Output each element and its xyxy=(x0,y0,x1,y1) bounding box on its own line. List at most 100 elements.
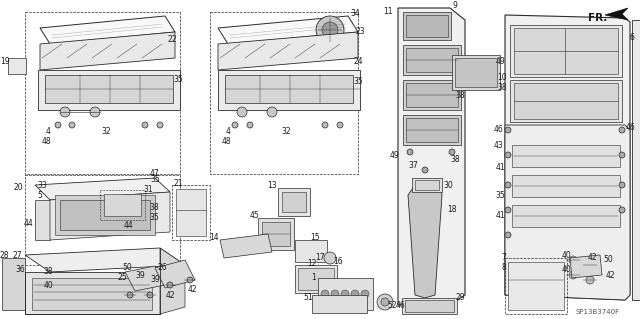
Text: 31: 31 xyxy=(143,184,153,194)
Polygon shape xyxy=(40,32,175,70)
Bar xyxy=(25,12,180,174)
Circle shape xyxy=(449,149,455,155)
Text: 23: 23 xyxy=(355,27,365,36)
Text: 47: 47 xyxy=(149,169,159,179)
Polygon shape xyxy=(35,200,50,240)
Circle shape xyxy=(619,152,625,158)
Text: 46: 46 xyxy=(625,123,635,132)
Bar xyxy=(406,15,448,37)
Circle shape xyxy=(60,107,70,117)
Polygon shape xyxy=(50,192,170,240)
Text: 35: 35 xyxy=(353,78,363,86)
Bar xyxy=(210,12,358,174)
Text: 25: 25 xyxy=(117,273,127,283)
Text: 1: 1 xyxy=(312,273,316,283)
Text: 49: 49 xyxy=(390,151,400,160)
Bar xyxy=(8,58,26,74)
Bar xyxy=(32,278,152,310)
Text: FR.: FR. xyxy=(588,13,607,23)
Circle shape xyxy=(586,276,594,284)
Bar xyxy=(510,25,622,77)
Bar xyxy=(514,28,618,74)
Bar xyxy=(218,70,360,110)
Circle shape xyxy=(341,290,349,298)
Bar xyxy=(60,200,150,230)
Text: 5: 5 xyxy=(38,191,42,201)
Text: 39: 39 xyxy=(135,271,145,279)
Circle shape xyxy=(505,207,511,213)
Text: 27: 27 xyxy=(12,250,22,259)
Text: 50: 50 xyxy=(122,263,132,272)
Polygon shape xyxy=(605,8,628,20)
Text: 20: 20 xyxy=(13,183,23,192)
Bar xyxy=(278,188,310,216)
Bar xyxy=(258,218,294,250)
Polygon shape xyxy=(25,248,185,272)
Text: 44: 44 xyxy=(123,220,133,229)
Circle shape xyxy=(381,298,389,306)
Circle shape xyxy=(586,261,594,269)
Circle shape xyxy=(167,282,173,288)
Text: 46: 46 xyxy=(395,300,405,309)
Circle shape xyxy=(361,290,369,298)
Text: 38: 38 xyxy=(43,268,53,277)
Text: 9: 9 xyxy=(452,1,458,10)
Text: 37: 37 xyxy=(408,160,418,169)
Polygon shape xyxy=(632,20,640,300)
Text: SP13B3740F: SP13B3740F xyxy=(576,309,620,315)
Text: 6: 6 xyxy=(630,33,634,42)
Polygon shape xyxy=(505,15,630,300)
Circle shape xyxy=(505,182,511,188)
Text: 13: 13 xyxy=(267,182,277,190)
Circle shape xyxy=(147,292,153,298)
Text: 38: 38 xyxy=(497,84,507,93)
Circle shape xyxy=(337,122,343,128)
Polygon shape xyxy=(35,178,170,200)
Text: 4: 4 xyxy=(225,128,230,137)
Text: 38: 38 xyxy=(149,204,159,212)
Text: 41: 41 xyxy=(495,164,505,173)
Polygon shape xyxy=(505,125,630,300)
Bar xyxy=(176,189,206,236)
Bar xyxy=(415,180,439,190)
Text: 33: 33 xyxy=(37,181,47,189)
Bar xyxy=(225,75,353,103)
Bar xyxy=(403,12,451,40)
Circle shape xyxy=(69,122,75,128)
Circle shape xyxy=(322,22,338,38)
Text: 38: 38 xyxy=(450,155,460,165)
Text: 49: 49 xyxy=(495,57,505,66)
Text: 36: 36 xyxy=(15,265,25,275)
Text: 32: 32 xyxy=(281,128,291,137)
Bar xyxy=(45,75,173,103)
Circle shape xyxy=(505,152,511,158)
Bar xyxy=(295,265,337,293)
Text: 42: 42 xyxy=(587,254,597,263)
Text: 34: 34 xyxy=(350,10,360,19)
Text: 14: 14 xyxy=(209,234,219,242)
Bar xyxy=(406,118,458,142)
Text: 19: 19 xyxy=(0,57,10,66)
Text: 39: 39 xyxy=(150,276,160,285)
Bar xyxy=(452,55,500,90)
Text: 32: 32 xyxy=(101,128,111,137)
Text: 21: 21 xyxy=(173,179,183,188)
Circle shape xyxy=(237,107,247,117)
Text: 30: 30 xyxy=(443,181,453,189)
Circle shape xyxy=(351,290,359,298)
Bar xyxy=(262,222,290,246)
Circle shape xyxy=(377,294,393,310)
Text: 35: 35 xyxy=(173,76,183,85)
Bar xyxy=(412,178,442,192)
Polygon shape xyxy=(408,185,442,298)
Text: 41: 41 xyxy=(495,211,505,219)
Circle shape xyxy=(187,277,193,283)
Text: 40: 40 xyxy=(562,265,572,275)
Bar xyxy=(508,262,564,310)
Text: 51: 51 xyxy=(303,293,313,302)
Polygon shape xyxy=(218,32,358,70)
Text: 43: 43 xyxy=(493,140,503,150)
Text: 35: 35 xyxy=(495,190,505,199)
Bar xyxy=(25,175,180,265)
Circle shape xyxy=(331,290,339,298)
